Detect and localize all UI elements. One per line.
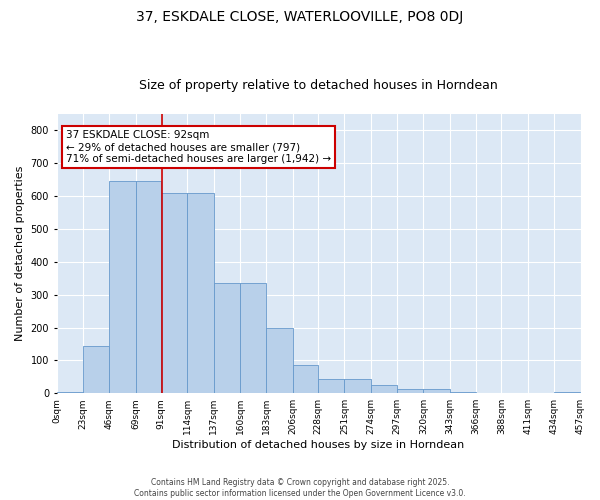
Text: 37, ESKDALE CLOSE, WATERLOOVILLE, PO8 0DJ: 37, ESKDALE CLOSE, WATERLOOVILLE, PO8 0D… — [136, 10, 464, 24]
Y-axis label: Number of detached properties: Number of detached properties — [15, 166, 25, 342]
Bar — [266, 328, 293, 393]
Bar — [344, 380, 371, 393]
X-axis label: Distribution of detached houses by size in Horndean: Distribution of detached houses by size … — [172, 440, 465, 450]
Bar — [318, 380, 344, 393]
Text: 37 ESKDALE CLOSE: 92sqm
← 29% of detached houses are smaller (797)
71% of semi-d: 37 ESKDALE CLOSE: 92sqm ← 29% of detache… — [66, 130, 331, 164]
Bar — [83, 346, 109, 393]
Title: Size of property relative to detached houses in Horndean: Size of property relative to detached ho… — [139, 79, 498, 92]
Bar — [56, 392, 83, 393]
Bar — [109, 182, 136, 393]
Bar — [450, 392, 476, 393]
Bar — [371, 385, 397, 393]
Text: Contains HM Land Registry data © Crown copyright and database right 2025.
Contai: Contains HM Land Registry data © Crown c… — [134, 478, 466, 498]
Bar — [293, 366, 318, 393]
Bar — [554, 392, 580, 393]
Bar — [187, 193, 214, 393]
Bar — [161, 193, 187, 393]
Bar — [240, 283, 266, 393]
Bar — [136, 182, 161, 393]
Bar — [424, 390, 450, 393]
Bar — [214, 283, 240, 393]
Bar — [397, 390, 424, 393]
